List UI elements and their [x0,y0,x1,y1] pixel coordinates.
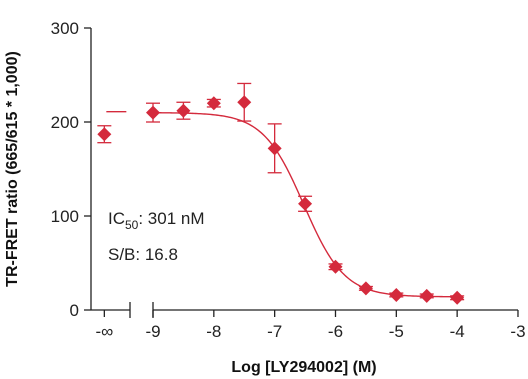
diamond-marker [328,259,343,274]
y-ticks: 0 100 200 300 [51,19,91,320]
x-tick-label: -6 [328,322,343,341]
data-point [419,288,434,303]
diamond-marker [389,287,404,302]
diamond-marker [237,95,252,110]
x-tick-label: -8 [206,322,221,341]
y-tick-label: 200 [51,113,79,132]
y-tick-label: 0 [70,301,79,320]
data-point [358,281,373,296]
diamond-marker [419,288,434,303]
y-axis-title: TR-FRET ratio (665/615 * 1,000) [4,51,21,287]
diamond-marker [146,105,160,120]
x-axis-title: Log [LY294002] (M) [231,359,376,376]
ic50-label: IC [108,209,125,228]
diamond-marker [450,290,465,305]
diamond-marker [267,141,282,156]
data-point [237,82,252,122]
ic50-value: : 301 nM [138,209,204,228]
data-point [298,195,313,212]
data-point [450,290,465,305]
fit-curve-layer [106,110,458,298]
x-ticks: -∞ -9 -8 -7 -6 -5 -4 -3 [95,310,526,341]
x-tick-label: -3 [510,322,525,341]
x-tick-label: -5 [389,322,404,341]
x-tick-label: -9 [145,322,160,341]
ic50-annotation: IC50: 301 nM [108,209,205,232]
sb-annotation: S/B: 16.8 [108,245,178,264]
diamond-marker [97,127,112,142]
x-tick-label: -7 [267,322,282,341]
y-tick-label: 100 [51,207,79,226]
data-points-layer [97,82,465,305]
data-point [146,102,160,123]
diamond-marker [176,103,191,118]
data-point [267,123,282,174]
diamond-marker [206,96,221,111]
x-tick-label: -4 [450,322,465,341]
data-point [176,101,191,120]
diamond-marker [358,281,373,296]
ic50-subscript: 50 [125,218,139,232]
data-point [206,96,221,111]
data-point [328,259,343,274]
data-point [389,287,404,302]
diamond-marker [298,196,313,211]
gridless-axes [90,28,518,318]
data-point [97,125,112,144]
y-tick-label: 300 [51,19,79,38]
x-tick-label-neg-infinity: -∞ [95,322,113,341]
